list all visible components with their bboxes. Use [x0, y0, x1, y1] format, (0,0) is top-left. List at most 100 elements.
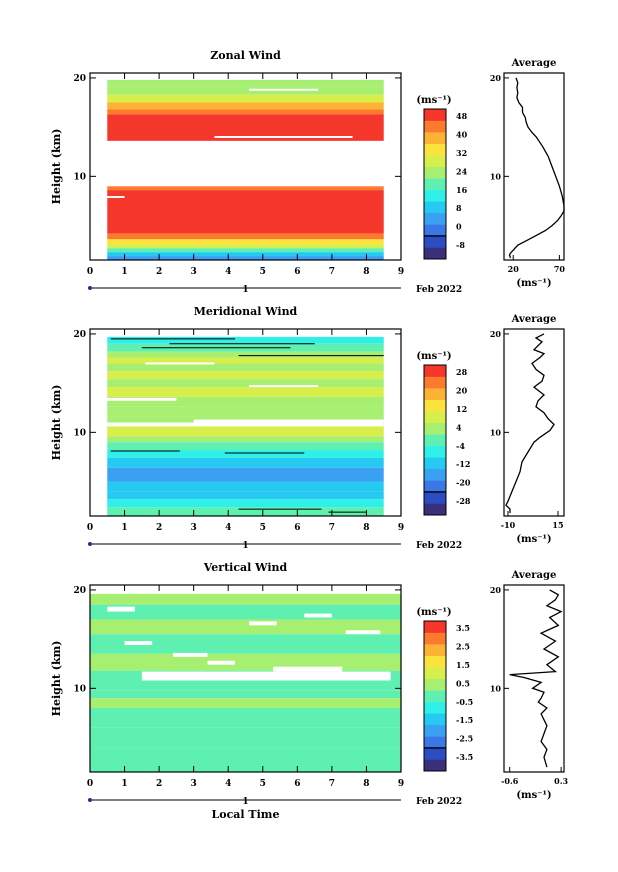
missing-data-gap — [248, 385, 319, 388]
y-axis-label: Height (km) — [50, 385, 63, 461]
profile-line — [505, 333, 555, 513]
heatmap-band — [107, 357, 384, 364]
heatmap-band — [107, 491, 384, 500]
colorbar-tick-label: 28 — [456, 367, 468, 377]
x-tick-label: 8 — [363, 779, 369, 789]
colorbar-segment — [424, 759, 446, 772]
colorbar-segment — [424, 189, 446, 202]
colorbar-segment — [424, 411, 446, 423]
x-tick-label: 1 — [121, 267, 127, 277]
x-tick-label: 2 — [156, 779, 162, 789]
missing-data-gap — [193, 419, 384, 423]
heatmap-band — [107, 371, 384, 380]
y-tick-label: 10 — [73, 684, 86, 694]
missing-data-gap — [248, 621, 277, 626]
profile-unit-label: (ms⁻¹) — [516, 278, 551, 289]
x-tick-label: 7 — [329, 779, 335, 789]
x-tick-label: 4 — [225, 779, 231, 789]
x-tick-label: 0 — [87, 267, 93, 277]
x-tick-label: 5 — [260, 267, 266, 277]
x-tick-label: 6 — [294, 779, 300, 789]
colorbar-segment — [424, 480, 446, 493]
missing-data-gap — [141, 671, 391, 681]
profile-title: Average — [511, 314, 557, 325]
colorbar-segment — [424, 678, 446, 691]
heatmap-band — [107, 252, 384, 257]
heatmap-band — [90, 708, 401, 728]
colorbar-segment — [424, 690, 446, 703]
colorbar-tick-label: 16 — [456, 185, 468, 195]
heatmap-band — [107, 387, 384, 397]
colorbar-tick-label: 24 — [456, 166, 468, 176]
colorbar-segment — [424, 109, 446, 121]
date-month-label: Feb 2022 — [416, 541, 462, 551]
colorbar-segment — [424, 132, 446, 144]
plot-frame — [89, 584, 402, 773]
x-tick-label: 4 — [225, 267, 231, 277]
heatmap-band — [107, 426, 384, 437]
missing-data-gap — [345, 630, 381, 635]
panel-title: Zonal Wind — [210, 49, 281, 62]
heatmap-band — [107, 109, 384, 115]
colorbar-tick-label: 8 — [456, 203, 462, 213]
heatmap-band — [107, 442, 384, 451]
profile-y-tick-label: 20 — [490, 329, 502, 339]
x-tick-label: 4 — [225, 523, 231, 533]
missing-data-gap — [107, 606, 135, 612]
colorbar-segment — [424, 701, 446, 714]
missing-data-gap — [107, 140, 384, 187]
colorbar-tick-label: 4 — [456, 422, 462, 432]
colorbar-tick-label: -12 — [456, 459, 470, 469]
x-tick-label: 9 — [398, 523, 404, 533]
date-month-label: Feb 2022 — [416, 797, 462, 807]
colorbar-tick-label: -0.5 — [456, 697, 473, 707]
heatmap-band — [90, 690, 401, 699]
panel-2: Vertical Wind 0 1 2 3 4 5 6 7 8 9 10 20 Height (km) 1 F… — [50, 561, 569, 821]
panel-title: Vertical Wind — [203, 561, 288, 574]
profile-y-tick-label: 10 — [490, 171, 502, 181]
y-axis-label: Height (km) — [50, 129, 63, 205]
heatmap-band — [107, 351, 384, 358]
date-axis-marker — [88, 798, 92, 802]
colorbar-tick-label: 0 — [456, 222, 462, 232]
colorbar-segment — [424, 724, 446, 737]
profile-unit-label: (ms⁻¹) — [516, 790, 551, 801]
profile-x-tick-label: 15 — [552, 520, 563, 530]
profile-y-tick-label: 10 — [490, 683, 502, 693]
profile-title: Average — [511, 58, 557, 69]
heatmap-band — [107, 336, 384, 344]
heatmap-band — [90, 727, 401, 748]
colorbar-segment — [424, 399, 446, 412]
missing-data-gap — [207, 660, 236, 665]
colorbar-segment — [424, 747, 446, 760]
colorbar-segment — [424, 365, 446, 377]
date-month-label: Feb 2022 — [416, 285, 462, 295]
colorbar-segment — [424, 247, 446, 260]
heatmap-band — [90, 619, 401, 635]
x-tick-label: 3 — [191, 267, 197, 277]
missing-data-gap — [172, 652, 208, 657]
profile-y-tick-label: 20 — [490, 585, 502, 595]
missing-data-gap — [107, 196, 125, 198]
heatmap-band — [90, 604, 401, 620]
colorbar-segment — [424, 422, 446, 435]
colorbar-tick-label: -2.5 — [456, 734, 473, 744]
x-tick-label: 9 — [398, 779, 404, 789]
colorbar-segment — [424, 434, 446, 447]
profile-frame — [503, 584, 565, 773]
colorbar-segment — [424, 621, 446, 633]
colorbar-tick-label: -28 — [456, 496, 471, 506]
heatmap-band — [90, 698, 401, 709]
date-day-label: 1 — [242, 541, 248, 551]
panel-title: Meridional Wind — [194, 305, 298, 318]
y-tick-label: 20 — [73, 330, 86, 340]
colorbar-segment — [424, 503, 446, 516]
missing-data-gap — [124, 641, 153, 646]
colorbar-tick-label: 20 — [456, 385, 468, 395]
colorbar-tick-label: 1.5 — [456, 660, 470, 670]
colorbar-segment — [424, 667, 446, 679]
profile-y-tick-label: 20 — [490, 73, 502, 83]
heatmap-band — [107, 239, 384, 245]
